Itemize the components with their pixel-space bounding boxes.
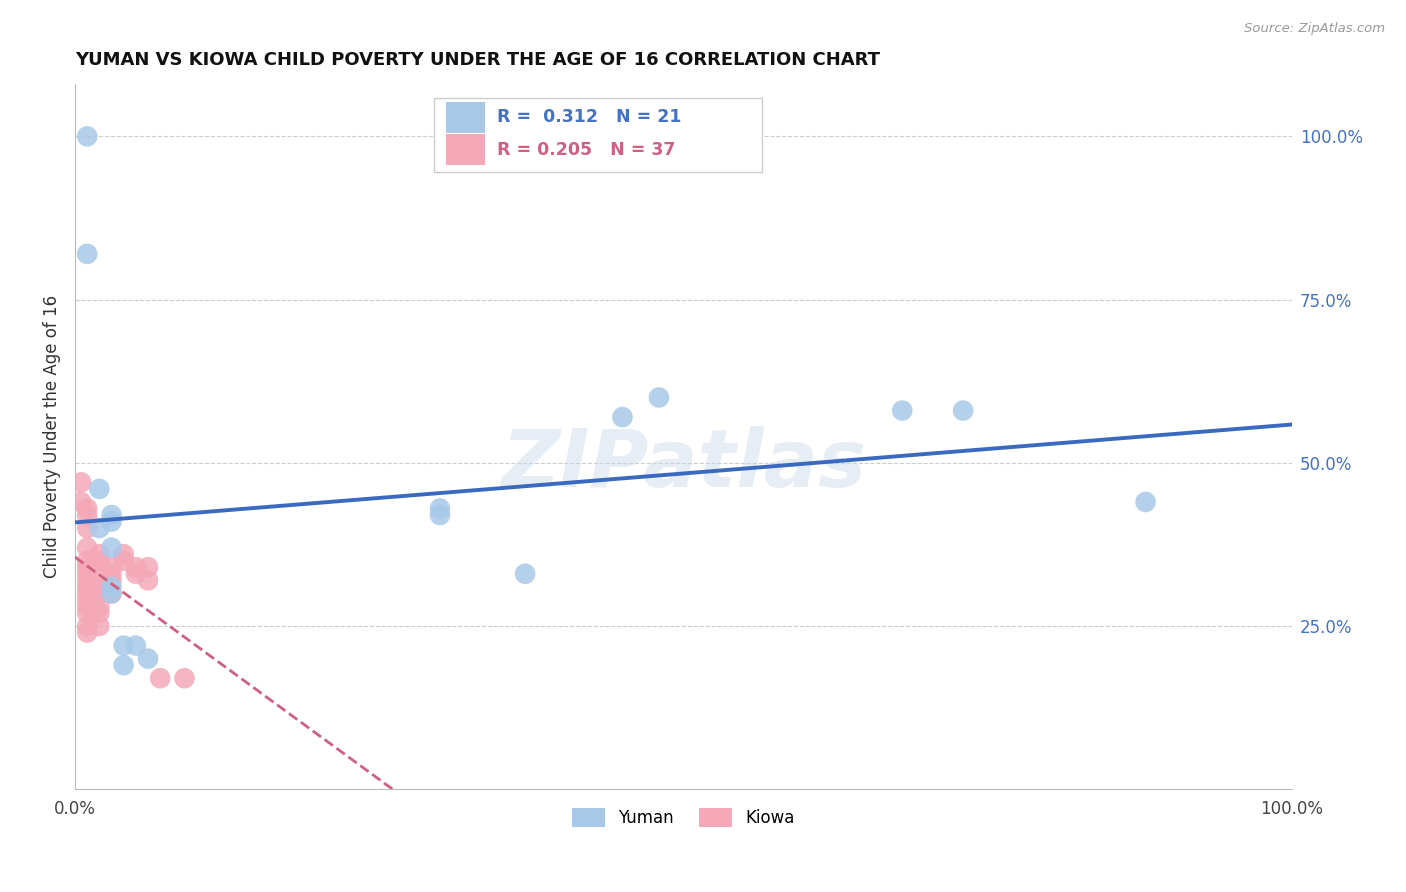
Point	[76, 566, 98, 581]
Point	[89, 580, 111, 594]
Point	[89, 606, 111, 620]
Point	[112, 639, 135, 653]
Point	[100, 515, 122, 529]
Point	[149, 671, 172, 685]
Point	[100, 586, 122, 600]
Point	[76, 554, 98, 568]
Text: R =  0.312   N = 21: R = 0.312 N = 21	[498, 108, 682, 127]
Point	[76, 501, 98, 516]
Legend: Yuman, Kiowa: Yuman, Kiowa	[565, 801, 801, 834]
Point	[76, 580, 98, 594]
Point	[89, 619, 111, 633]
Point	[112, 547, 135, 561]
Point	[429, 508, 451, 522]
Point	[70, 495, 93, 509]
Point	[125, 639, 148, 653]
Point	[76, 593, 98, 607]
Point	[89, 566, 111, 581]
Point	[648, 391, 671, 405]
Point	[76, 625, 98, 640]
Text: ZIPatlas: ZIPatlas	[501, 425, 866, 504]
Point	[612, 410, 634, 425]
FancyBboxPatch shape	[446, 102, 485, 133]
Point	[76, 508, 98, 522]
Y-axis label: Child Poverty Under the Age of 16: Child Poverty Under the Age of 16	[44, 295, 60, 578]
FancyBboxPatch shape	[446, 134, 485, 165]
Point	[89, 521, 111, 535]
Text: R = 0.205   N = 37: R = 0.205 N = 37	[498, 141, 675, 159]
Point	[76, 541, 98, 555]
Point	[952, 403, 974, 417]
Point	[100, 580, 122, 594]
Point	[100, 508, 122, 522]
Point	[89, 482, 111, 496]
Point	[76, 606, 98, 620]
FancyBboxPatch shape	[434, 98, 762, 172]
Point	[136, 574, 159, 588]
Point	[136, 651, 159, 665]
Point	[76, 560, 98, 574]
Point	[76, 574, 98, 588]
Point	[891, 403, 914, 417]
Text: YUMAN VS KIOWA CHILD POVERTY UNDER THE AGE OF 16 CORRELATION CHART: YUMAN VS KIOWA CHILD POVERTY UNDER THE A…	[75, 51, 880, 69]
Point	[76, 586, 98, 600]
Point	[125, 566, 148, 581]
Point	[100, 560, 122, 574]
Point	[100, 574, 122, 588]
Point	[70, 475, 93, 490]
Text: Source: ZipAtlas.com: Source: ZipAtlas.com	[1244, 22, 1385, 36]
Point	[89, 586, 111, 600]
Point	[89, 554, 111, 568]
Point	[100, 541, 122, 555]
Point	[76, 521, 98, 535]
Point	[76, 129, 98, 144]
Point	[112, 658, 135, 673]
Point	[136, 560, 159, 574]
Point	[89, 547, 111, 561]
Point	[76, 599, 98, 614]
Point	[173, 671, 195, 685]
Point	[125, 560, 148, 574]
Point	[513, 566, 536, 581]
Point	[89, 599, 111, 614]
Point	[429, 501, 451, 516]
Point	[112, 554, 135, 568]
Point	[100, 566, 122, 581]
Point	[1135, 495, 1157, 509]
Point	[76, 247, 98, 261]
Point	[100, 586, 122, 600]
Point	[76, 619, 98, 633]
